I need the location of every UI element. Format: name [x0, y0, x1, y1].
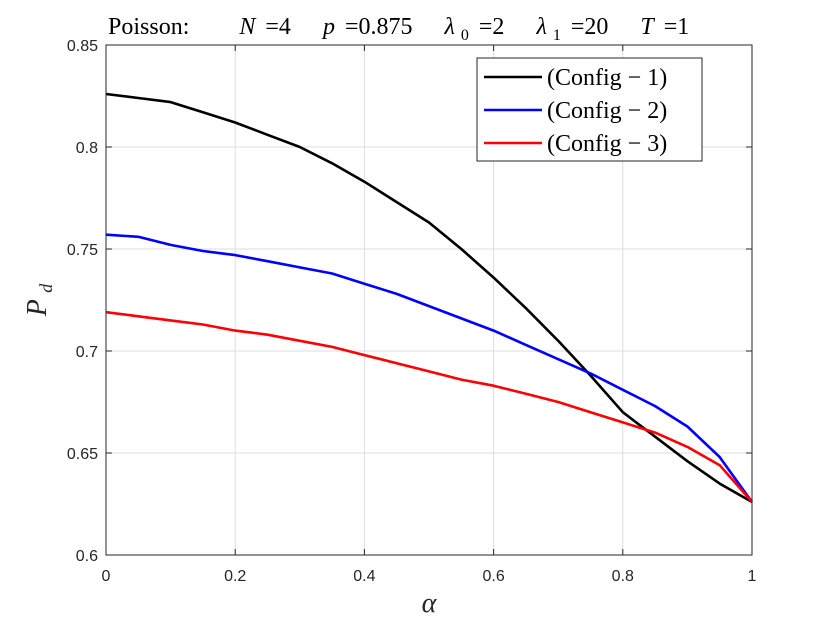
- title-n-value: =4: [265, 14, 291, 40]
- title-p-value: =0.875: [345, 14, 413, 40]
- title-lambda1-sub: 1: [553, 27, 561, 44]
- x-tick-label: 0: [102, 568, 111, 585]
- title-lambda0-sub: 0: [461, 27, 469, 44]
- title-dist: Poisson:: [108, 14, 189, 40]
- y-tick-label: 0.7: [76, 344, 98, 361]
- axes-box: [105, 44, 753, 556]
- series-line-2: [105, 233, 754, 503]
- y-tick-label: 0.75: [67, 242, 98, 259]
- y-tick-label: 0.8: [76, 140, 98, 157]
- chart-title: Poisson: N =4 p =0.875 λ 0 =2 λ 1 =20 T …: [108, 14, 689, 46]
- series-layer: [105, 92, 754, 504]
- y-tick-label: 0.85: [67, 38, 98, 55]
- svg-text:P d: P d: [22, 283, 56, 318]
- title-p-label: p: [321, 14, 335, 40]
- x-axis-label: α: [422, 588, 438, 619]
- legend-label-3: (Config − 3): [547, 131, 667, 157]
- x-tick-label: 1: [748, 568, 757, 585]
- legend: (Config − 1) (Config − 2) (Config − 3): [476, 57, 703, 162]
- y-tick-label: 0.6: [76, 548, 98, 565]
- title-t-label: T: [640, 14, 655, 40]
- title-t-value: =1: [664, 14, 690, 40]
- y-axis-label-main: P: [22, 299, 53, 317]
- title-lambda0-label: λ: [443, 14, 454, 40]
- y-axis-label-sub: d: [36, 283, 56, 293]
- title-lambda0-value: =2: [479, 14, 505, 40]
- legend-label-2: (Config − 2): [547, 98, 667, 124]
- ticks: 0 0.2 0.4 0.6 0.8 1 0.6 0.65 0.7 0.75 0.8 0.85: [67, 38, 757, 585]
- series-line-3: [105, 310, 753, 503]
- x-tick-label: 0.6: [482, 568, 504, 585]
- x-tick-label: 0.2: [224, 568, 246, 585]
- y-axis-label: P d: [22, 283, 56, 318]
- legend-label-1: (Config − 1): [547, 65, 667, 91]
- x-tick-label: 0.8: [612, 568, 634, 585]
- title-lambda1-value: =20: [571, 14, 609, 40]
- title-lambda1-label: λ: [535, 14, 546, 40]
- y-tick-label: 0.65: [67, 446, 98, 463]
- x-tick-label: 0.4: [353, 568, 375, 585]
- title-n-label: N: [238, 14, 257, 40]
